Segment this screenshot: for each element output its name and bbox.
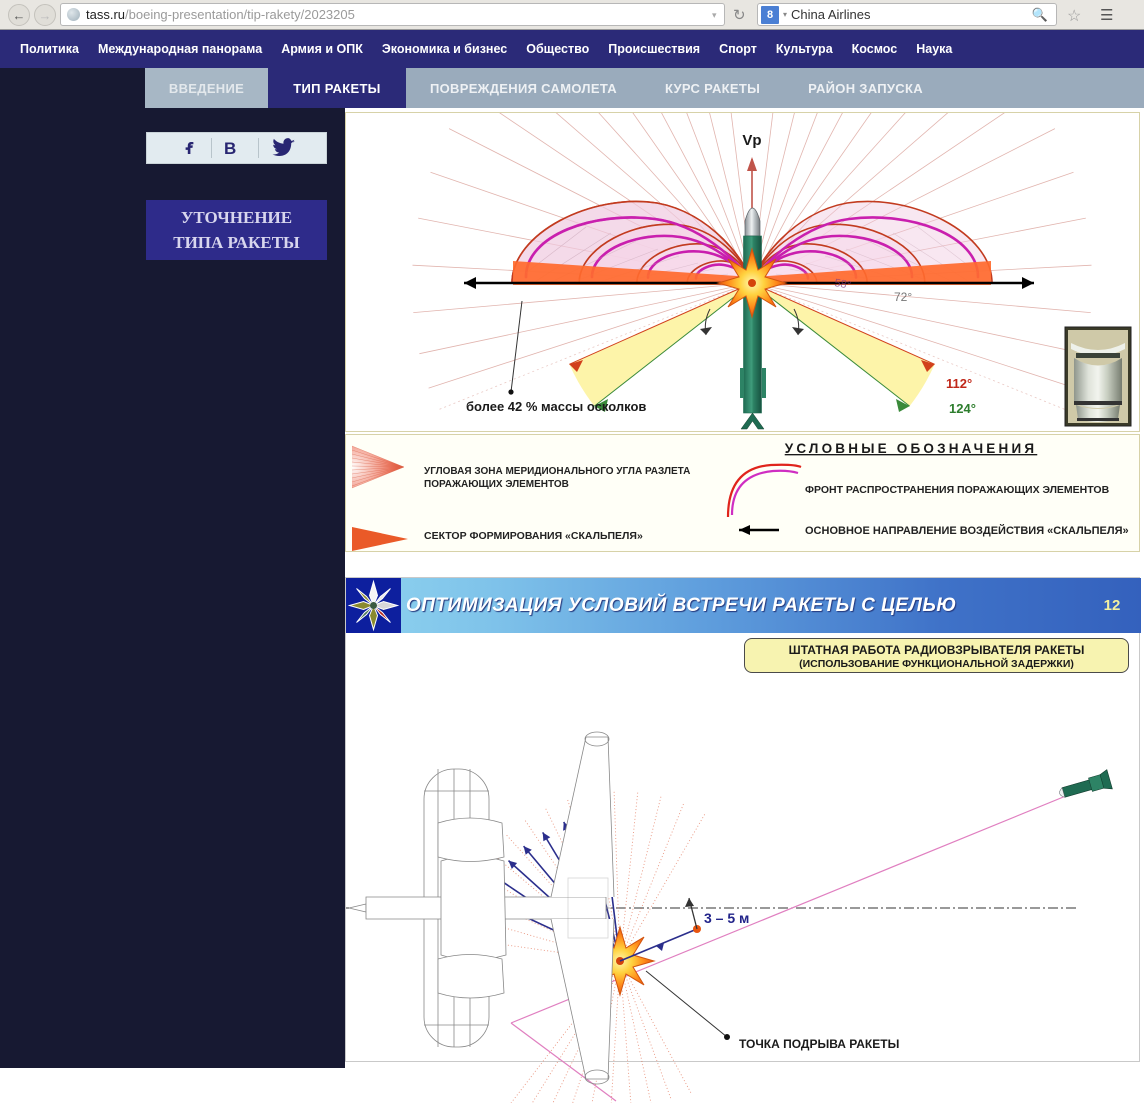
svg-text:УСЛОВНЫЕ ОБОЗНАЧЕНИЯ: УСЛОВНЫЕ ОБОЗНАЧЕНИЯ (785, 441, 1038, 456)
svg-text:72°: 72° (894, 290, 912, 304)
svg-text:124°: 124° (949, 401, 976, 416)
svg-text:ПОРАЖАЮЩИХ ЭЛЕМЕНТОВ: ПОРАЖАЮЩИХ ЭЛЕМЕНТОВ (424, 479, 569, 490)
svg-text:3 – 5 м: 3 – 5 м (704, 910, 749, 926)
svg-text:ТОЧКА ПОДРЫВА РАКЕТЫ: ТОЧКА ПОДРЫВА РАКЕТЫ (739, 1037, 899, 1051)
svg-text:B: B (224, 139, 236, 158)
svg-text:СЕКТОР ФОРМИРОВАНИЯ «СКАЛЬПЕЛЯ: СЕКТОР ФОРМИРОВАНИЯ «СКАЛЬПЕЛЯ» (424, 530, 643, 542)
svg-text:более 42 % массы осколков: более 42 % массы осколков (466, 399, 646, 414)
svg-text:112°: 112° (946, 376, 972, 391)
svg-text:ФРОНТ РАСПРОСТРАНЕНИЯ ПОРАЖАЮЩ: ФРОНТ РАСПРОСТРАНЕНИЯ ПОРАЖАЮЩИХ ЭЛЕМЕНТ… (805, 484, 1110, 496)
svg-text:Vp: Vp (742, 132, 761, 149)
svg-text:ОСНОВНОЕ НАПРАВЛЕНИЕ ВОЗДЕЙСТВ: ОСНОВНОЕ НАПРАВЛЕНИЕ ВОЗДЕЙСТВИЯ «СКАЛЬП… (805, 524, 1129, 537)
svg-text:58°: 58° (833, 277, 851, 292)
svg-text:УГЛОВАЯ ЗОНА МЕРИДИОНАЛЬНОГО У: УГЛОВАЯ ЗОНА МЕРИДИОНАЛЬНОГО УГЛА РАЗЛЕТ… (424, 466, 690, 477)
